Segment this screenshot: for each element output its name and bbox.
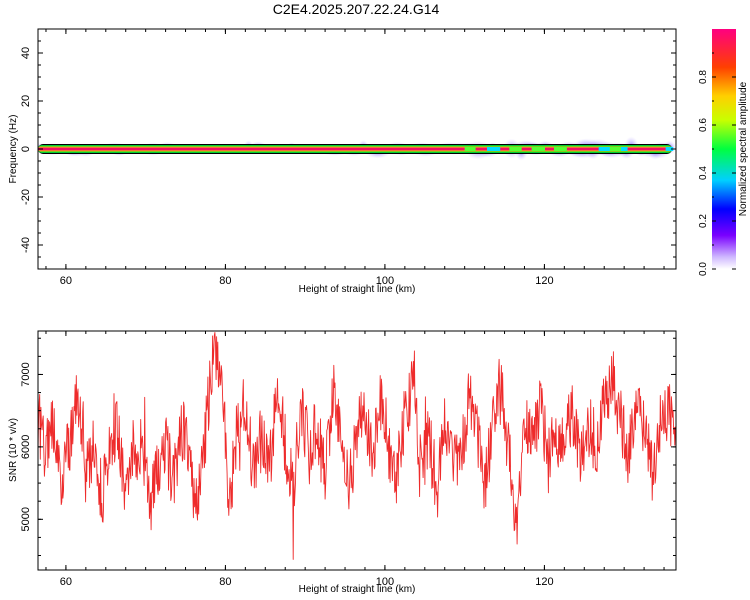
y-tick-label: 20 [20, 95, 32, 107]
figure-title: C2E4.2025.207.22.24.G14 [273, 1, 440, 17]
colorbar-tick-label: 0.0 [698, 262, 709, 276]
x-tick-label: 60 [60, 576, 72, 588]
colorbar-tick-label: 0.6 [698, 118, 709, 132]
spectral-ridge [38, 144, 673, 154]
ridge-weak-segment [532, 147, 545, 151]
colorbar-label: Normalized spectral amplitude [738, 81, 749, 216]
y-tick-label: 5000 [20, 507, 32, 531]
spectrogram-y-axis-label: Frequency (Hz) [8, 115, 19, 184]
ridge-weak-segment [509, 147, 521, 151]
y-tick-label: 0 [20, 146, 32, 152]
ridge-weak-segment [599, 147, 611, 151]
y-tick-label: -20 [20, 189, 32, 205]
ridge-weak-segment [465, 147, 476, 151]
y-tick-label: -40 [20, 237, 32, 253]
x-tick-label: 120 [535, 576, 553, 588]
colorbar-tick-label: 0.2 [698, 214, 709, 228]
ridge-weak-segment [487, 147, 500, 151]
ridge-weak-segment [621, 147, 628, 151]
ridge-core [38, 148, 672, 151]
colorbar: 0.0 0.2 0.4 0.6 0.8 Normalized spectral ampl… [698, 29, 749, 276]
snr-series [38, 332, 676, 559]
colorbar-tick-label: 0.8 [698, 70, 709, 84]
spectrogram-x-ticks: 60 80 100 120 [46, 29, 664, 287]
snr-x-axis-label: Height of straight line (km) [299, 584, 416, 595]
y-tick-label: 6000 [20, 435, 32, 459]
y-tick-label: 40 [20, 47, 32, 59]
snr-line [38, 332, 676, 559]
colorbar-gradient [712, 29, 736, 269]
colorbar-tick-label: 0.4 [698, 166, 709, 180]
ridge-weak-segment [554, 147, 567, 151]
snr-y-axis-label: SNR (10 * v/v) [8, 418, 19, 482]
x-tick-label: 80 [219, 576, 231, 588]
x-tick-label: 120 [535, 275, 553, 287]
y-tick-label: 7000 [20, 362, 32, 386]
spectrogram-x-axis-label: Height of straight line (km) [299, 284, 416, 295]
x-tick-label: 80 [219, 275, 231, 287]
x-tick-label: 60 [60, 275, 72, 287]
